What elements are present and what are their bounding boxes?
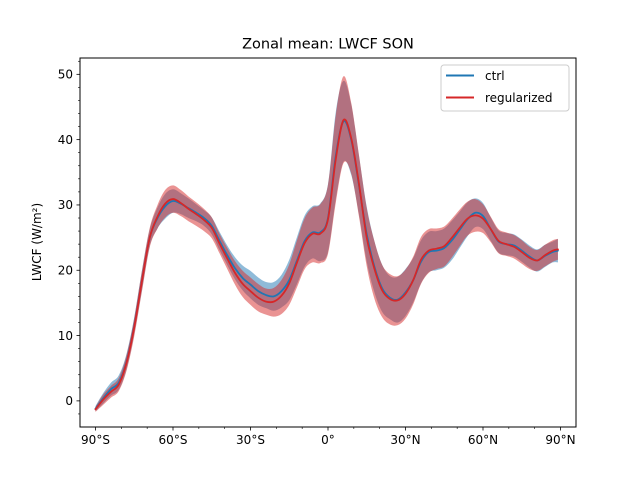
y-tick-label: 0 [65,394,73,408]
series-line-regularized [94,118,559,411]
legend-label-regularized: regularized [485,91,553,105]
plot-area [94,76,559,412]
x-axis: 90°S 60°S 30°S 0° 30°N 60°N 90°N [81,427,576,447]
legend-label-ctrl: ctrl [485,69,505,83]
y-tick-label: 30 [58,198,73,212]
x-tick-label: 30°S [236,433,265,447]
x-tick-label: 0° [321,433,335,447]
x-tick-label: 90°N [545,433,575,447]
chart-title: Zonal mean: LWCF SON [242,37,414,53]
y-tick-label: 40 [58,133,73,147]
y-tick-label: 20 [58,264,73,278]
x-tick-label: 90°S [81,433,110,447]
x-tick-label: 60°S [159,433,188,447]
y-tick-label: 50 [58,68,73,82]
y-axis: 0 10 20 30 40 50 [58,60,80,415]
y-tick-label: 10 [58,329,73,343]
y-axis-label: LWCF (W/m²) [30,203,44,281]
band-regularized [95,76,558,412]
x-tick-label: 60°N [468,433,498,447]
legend: ctrl regularized [440,64,570,112]
x-tick-label: 30°N [390,433,420,447]
